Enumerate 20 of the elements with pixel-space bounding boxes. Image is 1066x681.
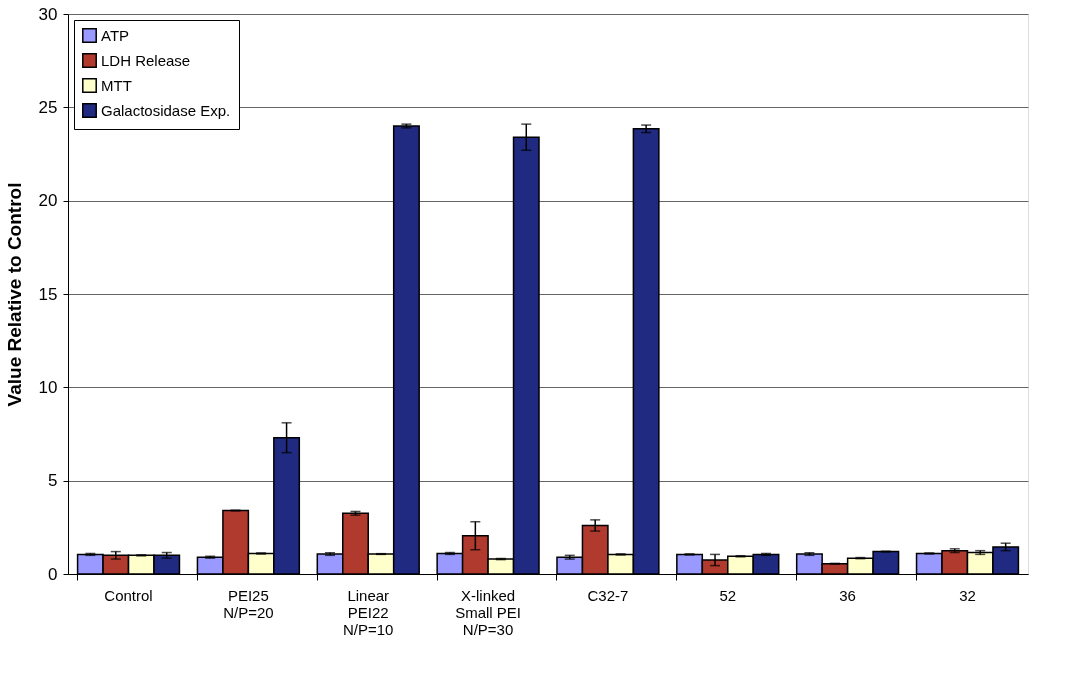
x-tick-label: PEI25 N/P=20 bbox=[223, 586, 274, 621]
x-tick-label: Control bbox=[104, 586, 153, 604]
y-tick-label: 25 bbox=[38, 97, 58, 117]
x-tick-label: Linear PEI22 N/P=10 bbox=[343, 586, 394, 638]
legend-label: ATP bbox=[101, 26, 130, 44]
x-tick-label: 36 bbox=[839, 586, 856, 604]
legend-label: Galactosidase Exp. bbox=[101, 101, 231, 119]
y-tick-label: 30 bbox=[38, 4, 58, 24]
y-axis-title: Value Relative to Control bbox=[3, 182, 25, 407]
y-tick-label: 0 bbox=[48, 564, 58, 584]
legend-label: LDH Release bbox=[101, 51, 191, 69]
legend-label: MTT bbox=[101, 76, 132, 94]
y-tick-label: 5 bbox=[48, 471, 58, 491]
y-tick-label: 20 bbox=[38, 191, 58, 211]
y-tick-label: 10 bbox=[38, 377, 58, 397]
x-tick-label: 52 bbox=[719, 586, 737, 604]
x-tick-label: X-linked Small PEI N/P=30 bbox=[455, 586, 521, 638]
x-tick-label: C32-7 bbox=[587, 586, 629, 604]
x-tick-label: 32 bbox=[959, 586, 976, 604]
y-tick-label: 15 bbox=[38, 284, 58, 304]
